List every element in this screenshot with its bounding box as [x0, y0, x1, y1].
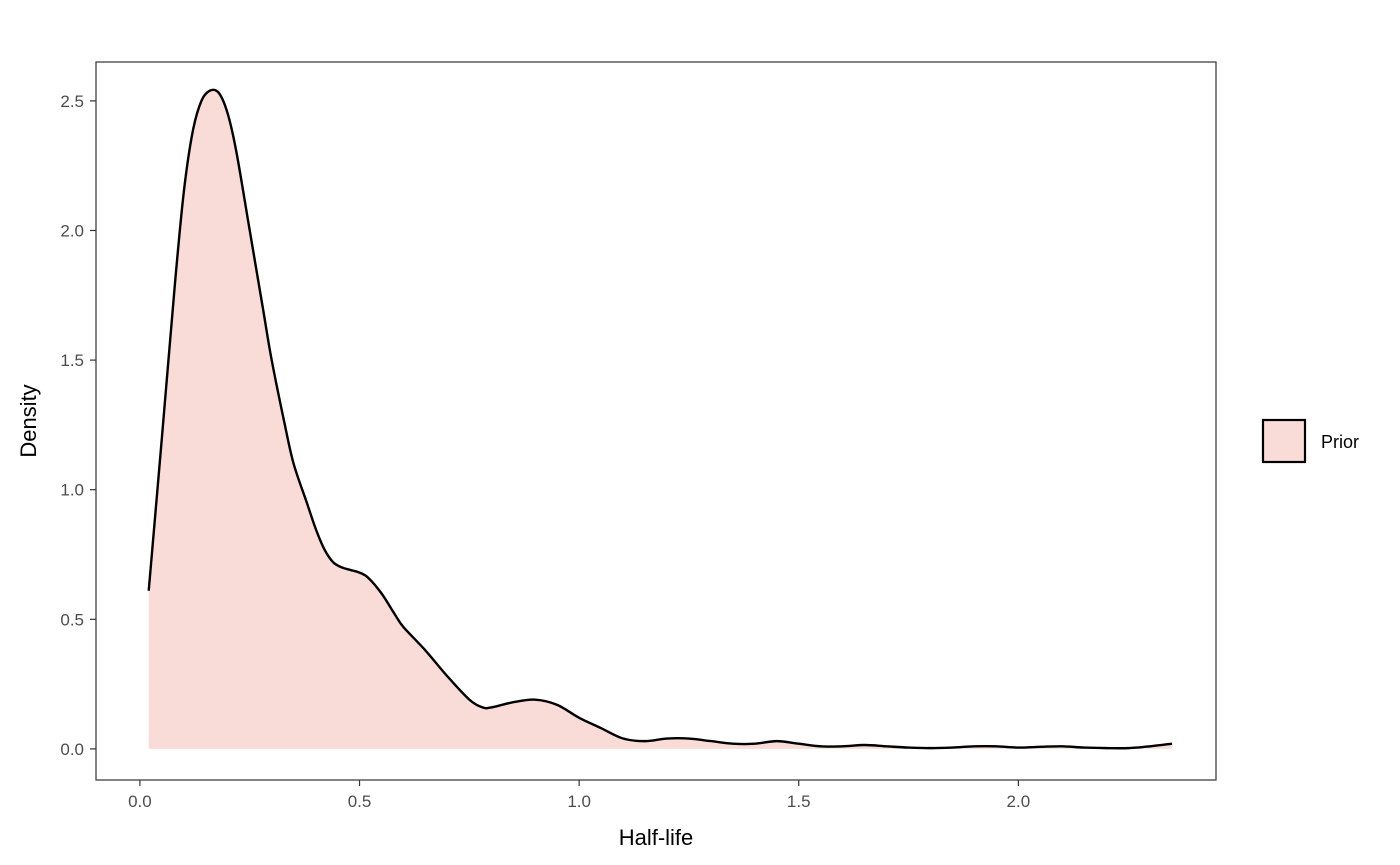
- legend-label-prior: Prior: [1321, 432, 1359, 452]
- y-tick-label: 0.0: [60, 740, 84, 759]
- y-axis-title: Density: [16, 384, 41, 457]
- y-tick-label: 1.0: [60, 481, 84, 500]
- x-tick-label: 1.5: [787, 792, 811, 811]
- panel-border: [95, 61, 1217, 781]
- x-tick-label: 0.0: [128, 792, 152, 811]
- x-axis: 0.0 0.5 1.0 1.5 2.0: [128, 780, 1030, 811]
- y-tick-label: 2.5: [60, 92, 84, 111]
- x-tick-label: 0.5: [348, 792, 372, 811]
- plot-layer: [147, 88, 1173, 750]
- x-tick-label: 1.0: [567, 792, 591, 811]
- y-tick-label: 2.0: [60, 221, 84, 240]
- y-tick-label: 1.5: [60, 351, 84, 370]
- x-axis-title: Half-life: [619, 825, 694, 850]
- legend-key-prior: [1261, 418, 1307, 464]
- y-axis: 0.0 0.5 1.0 1.5 2.0 2.5: [60, 92, 96, 759]
- density-line-prior: [147, 88, 1173, 750]
- x-tick-label: 2.0: [1007, 792, 1031, 811]
- density-area-prior: [148, 89, 1173, 749]
- legend: Prior: [1261, 418, 1359, 464]
- y-tick-label: 0.5: [60, 610, 84, 629]
